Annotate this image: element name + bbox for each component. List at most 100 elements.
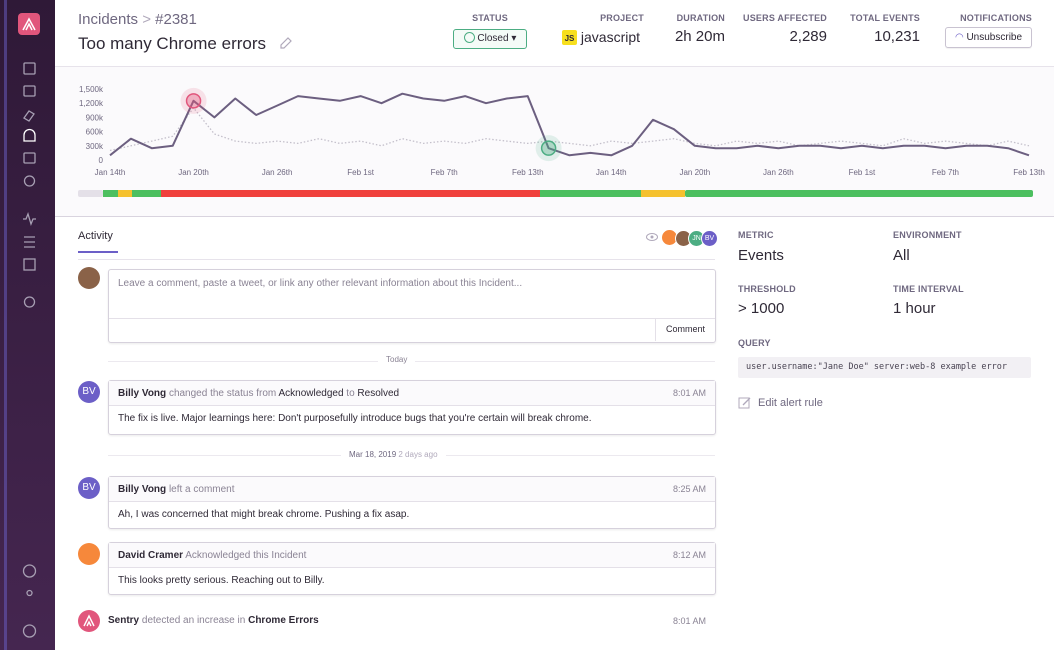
stat-project: PROJECT JS javascript [560,13,644,45]
action-to: to [346,388,355,399]
chart: 0 300k 600k 900k 1,200k 1,500k Jan 14th Jan 20t… [78,85,1045,197]
stat-value: 10,231 [874,28,920,45]
nav-stats[interactable] [23,258,36,271]
ago: 2 days ago [398,450,438,459]
item-body: This looks pretty serious. Reaching out … [118,575,325,586]
marker [185,93,202,109]
tab-divider [78,259,715,260]
breadcrumb-separator: > [142,11,151,28]
item-body: Ah, I was concerned that might break chr… [118,509,410,520]
nav-settings[interactable] [23,296,36,308]
time: 8:01 AM [672,388,706,398]
nav-projects[interactable] [23,62,36,75]
x-tick-label: Jan 26th [262,168,293,177]
action: Acknowledged this Incident [185,550,307,561]
edit-icon[interactable] [738,396,752,410]
detail-label: QUERY [738,338,771,348]
nav-list[interactable] [24,236,35,248]
participant-avatar[interactable] [662,230,677,245]
status-dropdown[interactable]: Closed ▾ [453,29,527,49]
y-tick-label: 300k [86,142,104,151]
stat-value: 2,289 [789,28,827,45]
unsubscribe-button[interactable]: ◠ Unsubscribe [945,27,1032,48]
sidebar-accent [4,0,7,650]
stat-value: 2h 20m [674,28,725,45]
nav-performance[interactable] [23,110,35,122]
activity-tab[interactable]: Activity [78,230,113,242]
query: user.username:"Jane Doe" server:web-8 ex… [738,357,1031,378]
stat-label: STATUS [472,13,508,23]
stat-label: TOTAL EVENTS [850,13,920,23]
watch-icon[interactable] [646,230,658,244]
status-from: Acknowledged [278,388,344,399]
y-tick-label: 0 [99,156,104,165]
comment-box[interactable]: Leave a comment, paste a tweet, or link … [108,269,716,343]
detail-label: METRIC [738,230,774,240]
project: JS javascript [560,29,644,45]
target[interactable]: Chrome Errors [248,615,319,626]
author-avatar: BV [78,381,100,403]
breadcrumb-link[interactable]: Incidents [78,11,139,28]
tab-underline [78,251,118,253]
item-body: The fix is live. Major learnings here: D… [118,413,592,424]
author: Sentry [108,615,140,626]
sentry-avatar [78,610,100,632]
item-header: David Cramer Acknowledged this Incident … [109,543,715,568]
x-tick-label: Jan 20th [679,168,710,177]
action: detected an increase in [141,615,246,626]
incident-title: Too many Chrome errors [78,34,293,54]
date: Mar 18, 2019 [349,450,397,459]
sidebar [0,0,55,650]
activity-item: Billy Vong changed the status from Ackno… [108,380,716,435]
y-tick-label: 900k [86,113,104,122]
comment-button[interactable]: Comment [655,318,715,341]
marker-halo [180,87,207,114]
time: 8:25 AM [672,484,706,494]
detail-value: 1 hour [893,300,936,317]
participant-avatar[interactable]: BV [701,230,718,247]
action: left a comment [168,484,235,495]
title-text: Too many Chrome errors [78,34,267,53]
detail-value: All [893,247,910,264]
time: 8:01 AM [672,616,706,626]
button-label: Unsubscribe [966,32,1023,43]
comment-placeholder: Leave a comment, paste a tweet, or link … [118,278,523,289]
stat-notifications: NOTIFICATIONS ◠ Unsubscribe [930,13,1032,48]
series-line [109,107,1030,152]
stat-events: TOTAL EVENTS 10,231 [840,13,920,45]
activity-item: David Cramer Acknowledged this Incident … [108,542,716,595]
nav-feedback[interactable] [23,175,36,187]
edit-alert-rule[interactable]: Edit alert rule [758,397,823,409]
nav-help[interactable] [22,564,37,578]
stat-users: USERS AFFECTED 2,289 [740,13,827,45]
detail-value: > 1000 [738,300,785,317]
y-tick-label: 600k [86,128,104,137]
incident-id: #2381 [155,11,197,28]
sidebar-bg [0,0,55,650]
nav-broadcasts[interactable] [26,589,33,597]
nav-monitor[interactable] [23,212,36,226]
stat-value[interactable]: javascript [580,29,641,45]
x-tick-label: Feb 1st [347,168,374,177]
nav-alerts[interactable] [23,128,36,142]
x-tick-label: Feb 13th [1013,168,1045,177]
item-summary: Sentry detected an increase in Chrome Er… [108,615,319,626]
x-tick-label: Jan 14th [95,168,126,177]
x-tick-label: Feb 13th [512,168,544,177]
item-header: Billy Vong changed the status from Ackno… [109,381,715,406]
stat-value: Closed [477,33,509,44]
nav-issues[interactable] [23,85,36,97]
detail-label: THRESHOLD [738,284,796,294]
project-badge: JS [562,30,577,45]
action: changed the status from [168,388,277,399]
y-tick-label: 1,500k [79,85,104,94]
item-header: Billy Vong left a comment 8:25 AM [109,477,715,502]
y-tick-label: 1,200k [79,99,104,108]
x-tick-label: Jan 14th [596,168,627,177]
series-line [109,92,1030,157]
nav-releases[interactable] [23,152,36,164]
edit-title-icon[interactable] [279,36,293,50]
nav-collapse[interactable] [22,624,37,638]
breadcrumb: Incidents > #2381 [78,11,197,28]
